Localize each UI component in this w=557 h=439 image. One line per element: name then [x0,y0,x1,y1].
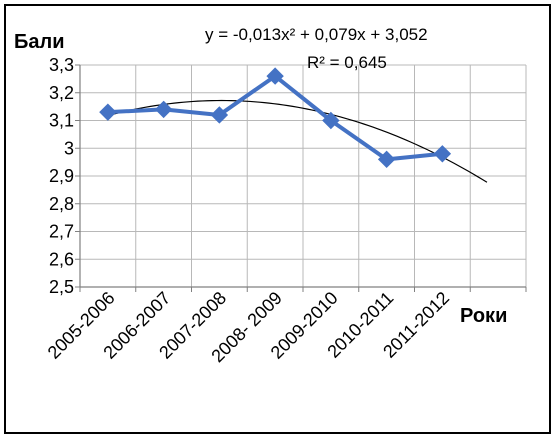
data-point-marker [433,145,452,163]
y-tick-labels: 2,5 2,6 2,7 2,8 2,9 3 3,1 3,2 3,3 [49,55,74,297]
y-axis-label: Бали [14,31,65,53]
trendline [107,99,488,183]
y-tick-label: 2,5 [49,277,74,297]
y-tick-label: 2,9 [49,166,74,186]
data-point-marker [266,67,284,85]
y-tick-label: 2,8 [49,194,74,214]
trendline-r-squared: R² = 0,645 [307,53,387,72]
data-point-marker [377,150,396,169]
data-point-marker [210,106,229,124]
data-point-marker [322,111,340,130]
data-point-marker [154,100,173,119]
y-tick-label: 3,3 [49,55,74,75]
trendline-curve [107,99,488,183]
y-tick-label: 3 [64,138,74,158]
y-tick-label: 2,7 [49,222,74,242]
series-group [99,67,452,169]
trendline-equation: y = -0,013x² + 0,079x + 3,052 [205,25,428,44]
y-tick-label: 3,2 [49,83,74,103]
axes [75,64,527,292]
data-point-marker [99,103,117,121]
series-line [107,74,443,162]
y-tick-label: 2,6 [49,249,74,269]
x-axis-label: Роки [460,305,507,327]
y-tick-label: 3,1 [49,111,74,131]
